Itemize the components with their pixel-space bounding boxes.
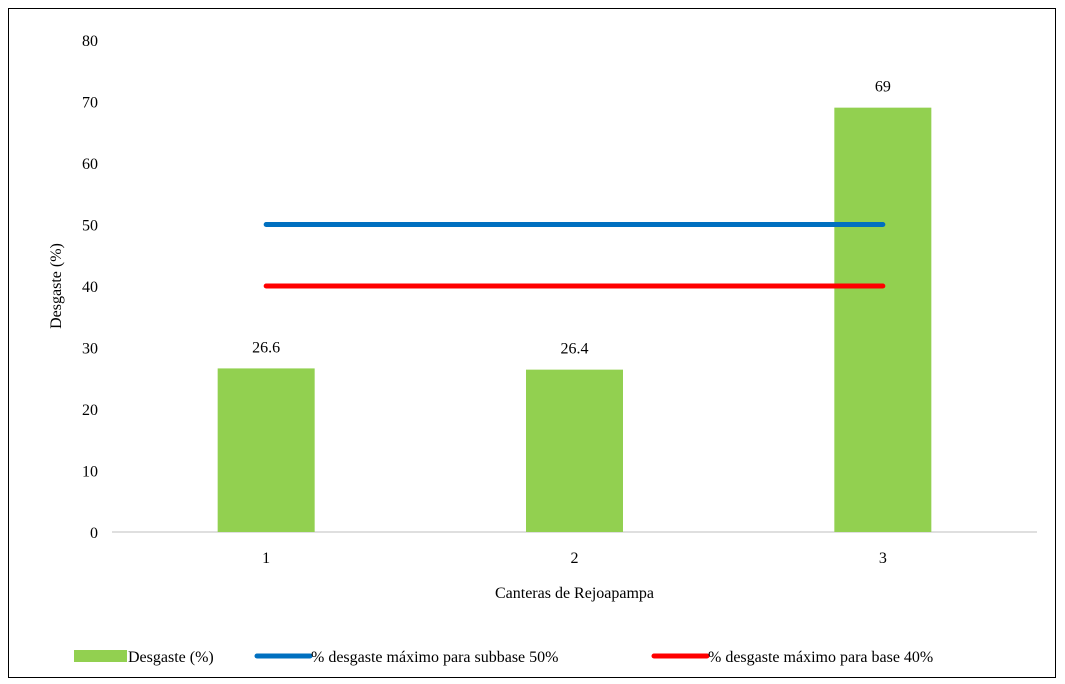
y-tick-label: 20 [82, 402, 98, 419]
data-label: 26.6 [252, 339, 280, 356]
x-tick-label: 1 [262, 550, 270, 567]
legend: Desgaste (%) % desgaste máximo para subba… [74, 649, 933, 666]
y-tick-label: 30 [82, 341, 98, 358]
y-tick-label: 40 [82, 279, 98, 296]
x-tick-label: 3 [879, 550, 887, 567]
legend-label: % desgaste máximo para base 40% [708, 649, 933, 666]
x-axis-ticks: 1 2 3 [262, 550, 887, 567]
bar [217, 368, 315, 532]
data-labels: 26.6 26.4 69 [252, 79, 891, 358]
legend-label: Desgaste (%) [128, 649, 214, 666]
x-axis-label: Canteras de Rejoapampa [495, 585, 654, 602]
bar [526, 369, 623, 532]
y-tick-label: 80 [82, 33, 98, 50]
y-tick-label: 10 [82, 464, 98, 481]
threshold-lines [263, 222, 886, 289]
y-tick-label: 60 [82, 156, 98, 173]
y-tick-label: 50 [82, 218, 98, 235]
y-axis-label: Desgaste (%) [48, 243, 65, 329]
legend-label: % desgaste máximo para subbase 50% [311, 649, 558, 666]
legend-swatch [74, 650, 127, 662]
data-label: 69 [875, 79, 891, 96]
y-axis-ticks: 0 10 20 30 40 50 60 70 80 [82, 33, 98, 542]
data-label: 26.4 [561, 341, 589, 358]
y-tick-label: 0 [90, 525, 98, 542]
bars [217, 107, 932, 533]
bar [834, 107, 932, 533]
x-tick-label: 2 [571, 550, 579, 567]
y-tick-label: 70 [82, 95, 98, 112]
